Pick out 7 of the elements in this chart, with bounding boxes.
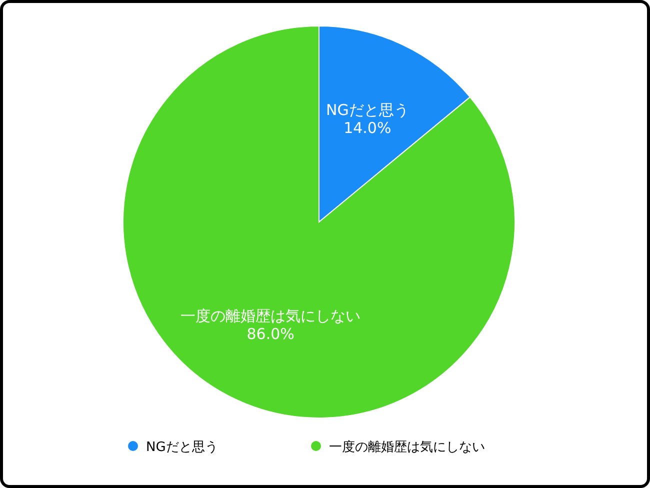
slice-label: NGだと思う	[326, 101, 409, 120]
data-label: 86.0%	[246, 324, 294, 343]
pie-slice	[122, 26, 516, 418]
legend-label: NGだと思う	[146, 440, 218, 455]
data-label: 14.0%	[344, 119, 392, 138]
legend-label: 一度の離婚歴は気にしない	[329, 439, 485, 455]
slice-label: 一度の離婚歴は気にしない	[180, 306, 361, 325]
